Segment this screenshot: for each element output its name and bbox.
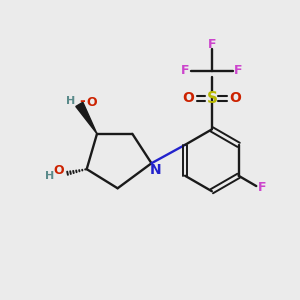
Text: F: F — [208, 38, 216, 50]
Text: S: S — [207, 91, 218, 106]
Text: O: O — [182, 92, 194, 106]
Text: -: - — [80, 94, 85, 108]
Text: O: O — [86, 95, 97, 109]
Text: H: H — [45, 172, 54, 182]
Text: O: O — [53, 164, 64, 176]
Text: F: F — [234, 64, 243, 77]
Text: O: O — [230, 92, 241, 106]
Polygon shape — [76, 102, 97, 134]
Text: N: N — [150, 163, 162, 177]
Text: H: H — [67, 96, 76, 106]
Text: F: F — [181, 64, 190, 77]
Text: F: F — [258, 181, 266, 194]
